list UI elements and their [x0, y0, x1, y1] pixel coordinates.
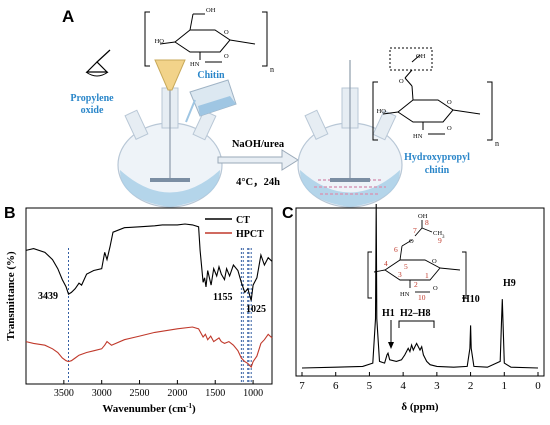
inset-number-5: 5: [404, 262, 408, 271]
chitin-carbonyl-o: O: [224, 53, 229, 60]
nmr-spectrum: [301, 203, 539, 369]
reagent-label-line2: oxide: [81, 105, 104, 116]
chitin-structure: [144, 11, 268, 67]
ftir-x-ticks: 3500 3000 2500 2000 1500 1000: [25, 380, 263, 399]
product-ether-o: O: [399, 78, 404, 85]
chitin-ring-o: O: [224, 29, 229, 36]
nmr-tick-label: 3: [434, 380, 440, 392]
nmr-inset-structure: [367, 220, 467, 299]
inset-number-7: 7: [413, 226, 417, 235]
ftir-plot-frame: [25, 207, 273, 385]
conditions-top: NaOH/urea: [232, 139, 285, 150]
ftir-annotation-1155: 1155: [213, 292, 232, 303]
nmr-peak-label-h1: H1: [382, 308, 395, 319]
ftir-annotation-3439: 3439: [38, 291, 58, 302]
conditions-bottom: 4°C，24h: [236, 177, 280, 188]
inset-number-1: 1: [425, 271, 429, 280]
reagent-label-line1: Propylene: [70, 93, 114, 104]
inset-number-4: 4: [384, 259, 388, 268]
ftir-series-hpct: [25, 326, 273, 369]
nmr-bracket-h2-h8: [398, 320, 435, 328]
ftir-annotation-1025: 1025: [246, 304, 266, 315]
inset-ether-o: O: [409, 238, 414, 245]
inset-ch3-atom: CH3: [433, 230, 445, 240]
inset-oh-atom: OH: [418, 213, 428, 220]
panel-b: B Transmittance (%) Wavenumber (cm-1) 35…: [4, 205, 273, 415]
nmr-plot-frame: [295, 207, 545, 377]
product-label-line2: chitin: [425, 165, 450, 176]
panel-a-letter: A: [62, 7, 74, 26]
nmr-tick-label: 0: [535, 380, 541, 392]
nmr-x-ticks: 7 6 5 4 3 2 1 0: [299, 372, 541, 392]
ftir-guide-lines: [68, 248, 252, 382]
chitin-ho-atom: HO: [155, 38, 165, 45]
ftir-tick-label: 2500: [130, 388, 150, 399]
chitin-nh-atom: HN: [190, 61, 200, 68]
product-ring-o: O: [447, 99, 452, 106]
product-oh-atom: OH: [416, 53, 426, 60]
inset-carbonyl-o: O: [433, 285, 438, 292]
panel-c-letter: C: [282, 205, 294, 222]
ftir-tick-label: 1000: [243, 388, 263, 399]
reactant-label: Chitin: [197, 70, 225, 81]
inset-number-2: 2: [414, 280, 418, 289]
hydroxypropyl-chitin-structure: [372, 47, 493, 141]
panel-b-letter: B: [4, 205, 16, 222]
nmr-tick-label: 7: [299, 380, 305, 392]
right-flask: [297, 60, 403, 208]
left-flask: [117, 59, 223, 208]
nmr-tick-label: 6: [333, 380, 339, 392]
ftir-x-axis-label: Wavenumber (cm-1): [102, 402, 196, 415]
product-carbonyl-o: O: [447, 125, 452, 132]
nmr-tick-label: 5: [367, 380, 373, 392]
nmr-tick-label: 4: [400, 380, 406, 392]
nmr-peak-label-h2-h8: H2–H8: [400, 308, 431, 319]
inset-number-8: 8: [425, 218, 429, 227]
inset-atom-numbers: 1 2 3 4 5 6 7 8 9 10: [384, 218, 442, 302]
inset-number-9: 9: [438, 236, 442, 245]
ftir-series-ct: [25, 223, 273, 301]
ftir-tick-label: 3500: [54, 388, 74, 399]
nmr-peak-label-h9: H9: [503, 278, 516, 289]
product-ho-atom: HO: [377, 108, 387, 115]
inset-number-3: 3: [398, 270, 402, 279]
reaction-arrow: [217, 149, 299, 171]
chitin-subscript-n: n: [270, 65, 274, 74]
product-label-line1: Hydroxypropyl: [404, 152, 470, 163]
propylene-oxide-structure: [85, 49, 111, 77]
ftir-tick-label: 1500: [205, 388, 225, 399]
nmr-x-axis-label: δ (ppm): [401, 401, 439, 413]
nmr-tick-label: 1: [502, 380, 508, 392]
chitin-oh-atom: OH: [206, 7, 216, 14]
panel-a: A Propylene oxide OH HO O HN O n Chitin: [62, 7, 499, 208]
legend-label-hpct: HPCT: [236, 229, 264, 240]
product-nh-atom: HN: [413, 133, 423, 140]
pouring-beaker: [185, 79, 237, 123]
ftir-legend: CT HPCT: [205, 215, 264, 240]
product-subscript-n: n: [495, 139, 499, 148]
nmr-arrowhead-h1: [388, 342, 394, 349]
ftir-tick-label: 3000: [92, 388, 112, 399]
ftir-y-axis-label: Transmittance (%): [5, 251, 17, 341]
inset-ring-o: O: [432, 258, 437, 265]
nmr-peak-label-h10: H10: [462, 294, 480, 305]
inset-number-10: 10: [418, 293, 426, 302]
ftir-tick-label: 2000: [167, 388, 187, 399]
inset-number-6: 6: [394, 245, 398, 254]
nmr-tick-label: 2: [468, 380, 474, 392]
inset-nh-atom: HN: [400, 291, 410, 298]
legend-label-ct: CT: [236, 215, 250, 226]
